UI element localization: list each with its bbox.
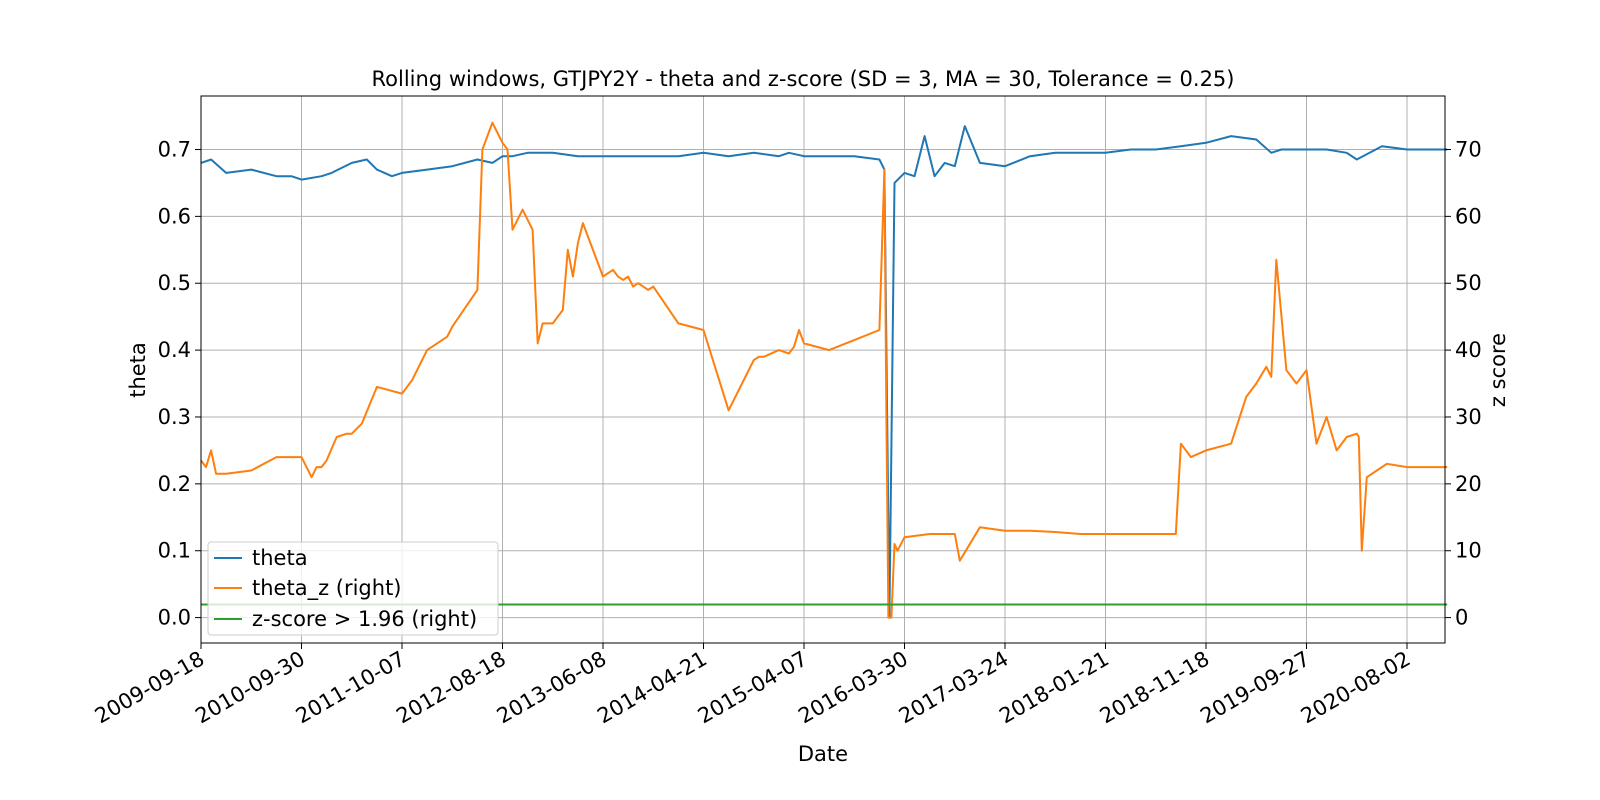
y-right-tick-label: 40: [1455, 338, 1482, 362]
y-left-tick-label: 0.1: [158, 539, 191, 563]
y-right-axis-label: z score: [1486, 333, 1510, 407]
y-left-tick-label: 0.3: [158, 405, 191, 429]
y-left-tick-label: 0.4: [158, 338, 191, 362]
legend-box: [207, 541, 499, 636]
y-right-tick-label: 70: [1455, 137, 1482, 161]
series-line-theta-z-right: [200, 121, 1448, 619]
y-right-axis-ticks: 0 10 20 30 40 50 60 70: [1445, 137, 1482, 630]
y-right-tick-label: 50: [1455, 271, 1482, 295]
y-left-tick-label: 0.2: [158, 472, 191, 496]
y-right-tick-label: 60: [1455, 204, 1482, 228]
legend: theta theta_z (right) z-score > 1.96 (ri…: [207, 541, 499, 636]
y-left-tick-label: 0.0: [158, 606, 191, 630]
grid: [200, 96, 1445, 643]
legend-label-theta-z: theta_z (right): [252, 576, 402, 601]
x-axis-label: Date: [798, 742, 848, 766]
chart-title: Rolling windows, GTJPY2Y - theta and z-s…: [372, 67, 1235, 91]
y-left-tick-label: 0.5: [158, 271, 191, 295]
plot-area-frame: [200, 95, 1446, 644]
y-left-axis-label: theta: [126, 342, 150, 398]
y-left-axis-ticks: 0.0 0.1 0.2 0.3 0.4 0.5 0.6 0.7: [158, 137, 201, 630]
series-line-theta: [200, 125, 1448, 618]
legend-label-threshold: z-score > 1.96 (right): [252, 607, 477, 631]
y-left-tick-label: 0.6: [158, 204, 191, 228]
y-right-tick-label: 30: [1455, 405, 1482, 429]
y-right-tick-label: 10: [1455, 539, 1482, 563]
legend-label-theta: theta: [252, 546, 308, 570]
y-left-tick-label: 0.7: [158, 137, 191, 161]
y-right-tick-label: 20: [1455, 472, 1482, 496]
y-right-tick-label: 0: [1455, 606, 1468, 630]
